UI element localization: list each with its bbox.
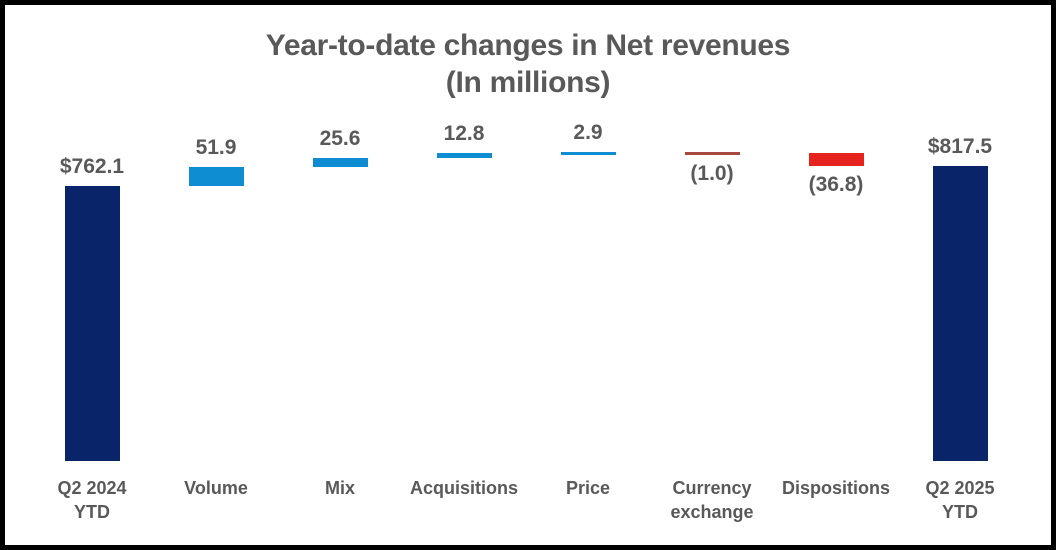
value-label-currency-exchange: (1.0) (690, 161, 734, 185)
value-label-q2-2025-ytd: $817.5 (927, 134, 993, 158)
value-label-q2-2024-ytd: $762.1 (59, 154, 125, 178)
category-label-line: exchange (670, 502, 754, 522)
category-label-q2-2024-ytd: Q2 2024 YTD (22, 476, 162, 524)
waterfall-bar-currency-exchange (684, 152, 740, 155)
chart-title-line1: Year-to-date changes in Net revenues (265, 29, 791, 62)
value-label-dispositions: (36.8) (808, 172, 864, 196)
waterfall-bar-volume (188, 167, 244, 186)
category-label-line: YTD (942, 502, 978, 522)
category-label-line: Volume (184, 478, 248, 498)
value-label-acquisitions: 12.8 (443, 122, 485, 146)
waterfall-bar-q2-2024-ytd (64, 185, 120, 461)
category-label-line: Q2 2024 (57, 478, 127, 498)
value-label-mix: 25.6 (319, 126, 361, 150)
category-label-acquisitions: Acquisitions (394, 476, 534, 500)
category-label-line: Acquisitions (409, 478, 518, 498)
waterfall-bar-mix (312, 157, 368, 168)
waterfall-bar-price (560, 152, 616, 155)
category-label-line: Dispositions (781, 478, 890, 498)
category-label-dispositions: Dispositions (766, 476, 906, 500)
category-label-line: Mix (324, 478, 355, 498)
value-label-price: 2.9 (573, 121, 603, 145)
chart-title: Year-to-date changes in Net revenues (In… (5, 27, 1051, 101)
category-label-line: Price (565, 478, 611, 498)
category-label-mix: Mix (270, 476, 410, 500)
waterfall-bar-dispositions (808, 152, 864, 166)
chart-inner-area: Year-to-date changes in Net revenues (In… (5, 5, 1051, 545)
waterfall-bar-q2-2025-ytd (932, 165, 988, 461)
category-label-currency-exchange: Currency exchange (642, 476, 782, 524)
category-label-volume: Volume (146, 476, 286, 500)
waterfall-bar-acquisitions (436, 153, 492, 158)
chart-title-line2: (In millions) (445, 66, 611, 99)
category-label-line: Q2 2025 (925, 478, 995, 498)
category-label-q2-2025-ytd: Q2 2025 YTD (890, 476, 1030, 524)
value-label-volume: 51.9 (195, 136, 237, 160)
category-label-line: YTD (74, 502, 110, 522)
category-label-line: Currency (672, 478, 752, 498)
category-label-price: Price (518, 476, 658, 500)
